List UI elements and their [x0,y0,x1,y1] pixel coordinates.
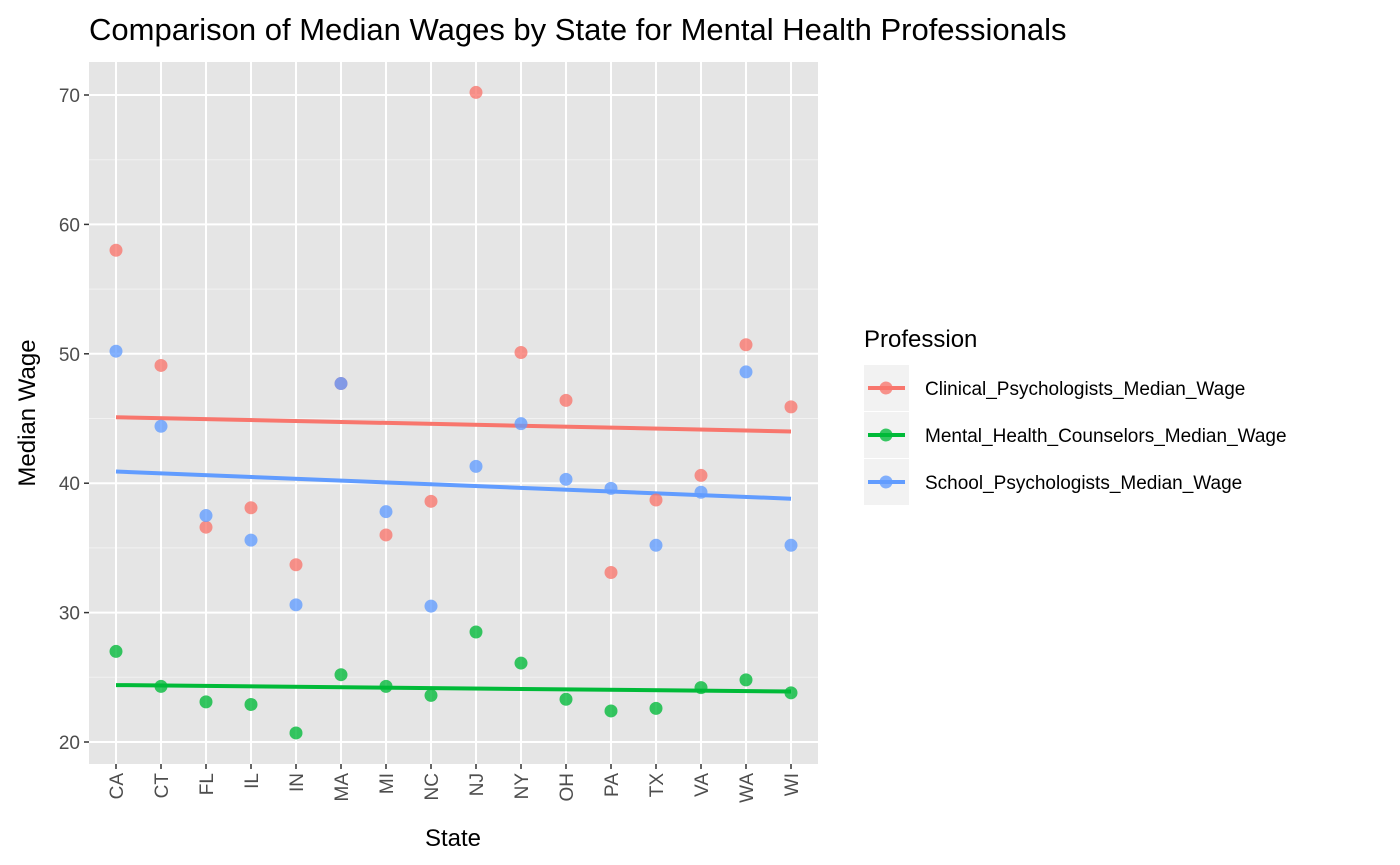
data-point [694,468,708,482]
x-tick-label: NY [512,773,533,800]
y-axis-title: Median Wage [14,339,41,486]
x-tick-label: NJ [467,773,488,796]
data-point [289,558,303,572]
data-point [424,494,438,508]
x-tick-label: IL [242,773,263,789]
data-point [514,656,528,670]
data-point [289,598,303,612]
trend-line [115,415,792,434]
data-point [334,668,348,682]
y-tick-label: 30 [59,604,80,625]
x-tick-label: CA [107,773,128,800]
data-point [739,365,753,379]
data-point [784,686,798,700]
data-point [784,400,798,414]
data-point [739,338,753,352]
plot-panel [89,62,818,764]
x-tick-label: PA [602,773,623,797]
data-point [559,472,573,486]
x-tick-label: NC [422,773,443,800]
data-point [604,565,618,579]
trend-line [115,683,792,694]
chart-title: Comparison of Median Wages by State for … [89,12,1067,47]
data-point [784,538,798,552]
data-point [514,346,528,360]
data-point [469,85,483,99]
data-point [154,419,168,433]
x-tick-label: WI [782,773,803,796]
data-point [559,692,573,706]
data-point [109,344,123,358]
data-point [289,726,303,740]
legend-label: School_Psychologists_Median_Wage [925,473,1242,494]
y-tick-label: 70 [59,86,80,107]
data-point [604,481,618,495]
x-tick-label: WA [737,773,758,803]
x-tick-label: FL [197,773,218,795]
legend-marker [879,428,893,442]
y-tick-label: 40 [59,474,80,495]
data-point [334,377,348,391]
legend: Profession Clinical_Psychologists_Median… [864,326,1287,505]
x-tick-label: OH [557,773,578,802]
data-point [649,538,663,552]
data-point [694,681,708,695]
legend-marker [879,475,893,489]
data-point [244,501,258,515]
data-point [559,393,573,407]
data-point [109,644,123,658]
data-point [244,697,258,711]
data-point [469,459,483,473]
data-point [604,704,618,718]
data-points [109,85,798,740]
x-tick-label: MA [332,773,353,802]
x-axis: CA CT FL IL IN MA MI NC NJ NY OH PA TX VA WA WI [107,764,803,803]
legend-marker [879,381,893,395]
data-point [694,485,708,499]
data-point [379,679,393,693]
data-point [244,533,258,547]
data-point [649,701,663,715]
trend-lines [115,415,792,694]
legend-title: Profession [864,326,977,353]
data-point [199,695,213,709]
x-tick-label: VA [692,773,713,797]
x-axis-title: State [425,825,481,852]
y-tick-label: 60 [59,215,80,236]
data-point [649,493,663,507]
x-tick-label: TX [647,773,668,798]
x-tick-label: CT [152,773,173,799]
trend-line [115,469,792,501]
data-point [379,528,393,542]
legend-label: Mental_Health_Counselors_Median_Wage [925,426,1287,447]
data-point [514,417,528,431]
data-point [199,520,213,534]
y-tick-label: 50 [59,345,80,366]
data-point [154,358,168,372]
data-point [379,505,393,519]
data-point [469,625,483,639]
data-point [739,673,753,687]
x-tick-label: IN [287,773,308,792]
legend-label: Clinical_Psychologists_Median_Wage [925,379,1245,400]
y-tick-label: 20 [59,733,80,754]
data-point [424,599,438,613]
major-gridlines [89,62,818,764]
y-axis: 20 30 40 50 60 70 [59,86,89,754]
data-point [199,509,213,523]
data-point [154,679,168,693]
data-point [109,243,123,257]
data-point [424,688,438,702]
x-tick-label: MI [377,773,398,794]
